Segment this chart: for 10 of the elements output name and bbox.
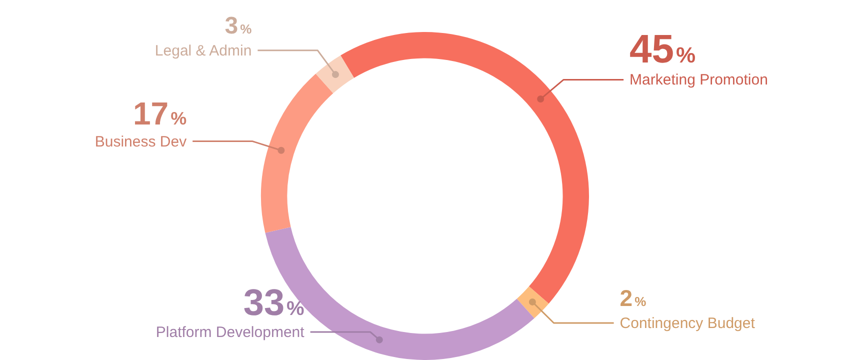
data-label: 2% <box>620 285 647 312</box>
data-label: 45% <box>630 28 696 72</box>
data-label: 33% <box>243 282 305 323</box>
data-label: 17% <box>132 95 187 132</box>
data-label: 3% <box>224 12 252 40</box>
slice-label: Contingency Budget <box>620 315 756 332</box>
slice-label: Business Dev <box>94 133 188 150</box>
slice-label: Platform Development <box>156 324 306 341</box>
slice-label: Legal & Admin <box>154 42 252 60</box>
slice-label: Marketing Promotion <box>630 72 768 89</box>
